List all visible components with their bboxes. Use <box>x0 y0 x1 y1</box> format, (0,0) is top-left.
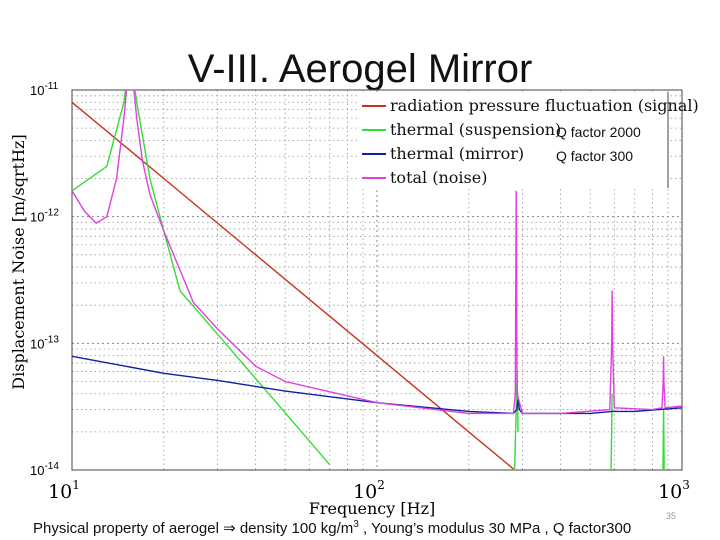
series-line <box>72 90 331 466</box>
series-line <box>72 355 682 415</box>
footer-text: , Young’s modulus 30 MPa , Q factor300 <box>359 520 631 537</box>
plot-frame <box>71 89 683 471</box>
page-number: 35 <box>666 511 676 521</box>
y-tick-label: 10-11 <box>30 81 59 98</box>
footer: Physical property of aerogel ⇒ density 1… <box>33 519 631 537</box>
tick-base: 10 <box>30 83 44 98</box>
x-tick-label: 101 <box>48 478 80 503</box>
annotation: Q factor 300 <box>556 148 633 164</box>
tick-base: 10 <box>30 210 44 225</box>
series-line <box>72 101 514 470</box>
tick-base: 10 <box>48 481 72 503</box>
tick-exponent: -12 <box>44 208 59 219</box>
annotation: Q factor 2000 <box>556 124 641 140</box>
footer-sup: 3 <box>353 519 359 530</box>
tick-exponent: 1 <box>72 478 80 492</box>
footer-text: Physical property of aerogel ⇒ density 1… <box>33 520 353 537</box>
tick-base: 10 <box>353 481 377 503</box>
plot-area <box>72 90 682 470</box>
legend-label: total (noise) <box>390 168 487 187</box>
tick-base: 10 <box>30 336 44 351</box>
series-line <box>610 393 613 470</box>
y-tick-label: 10-13 <box>30 334 59 351</box>
tick-exponent: -13 <box>44 334 59 345</box>
tick-base: 10 <box>658 481 682 503</box>
tick-exponent: -11 <box>44 81 58 92</box>
tick-base: 10 <box>30 463 44 478</box>
tick-exponent: -14 <box>44 461 59 472</box>
y-tick-label: 10-12 <box>30 208 59 225</box>
x-tick-label: 102 <box>353 478 385 503</box>
x-tick-label: 103 <box>658 478 690 503</box>
tick-exponent: 2 <box>377 478 385 492</box>
legend-box <box>360 92 668 188</box>
legend-label: thermal (mirror) <box>390 144 524 163</box>
slide-title: V-III. Aerogel Mirror <box>188 47 533 91</box>
y-axis-label: Displacement Noise [m/sqrtHz] <box>9 134 28 389</box>
legend-label: thermal (suspension) <box>390 120 561 139</box>
legend-label: radiation pressure fluctuation (signal) <box>390 96 699 115</box>
x-axis-label: Frequency [Hz] <box>309 499 436 518</box>
series-line <box>72 90 682 415</box>
y-tick-label: 10-14 <box>30 461 59 478</box>
tick-exponent: 3 <box>682 478 690 492</box>
